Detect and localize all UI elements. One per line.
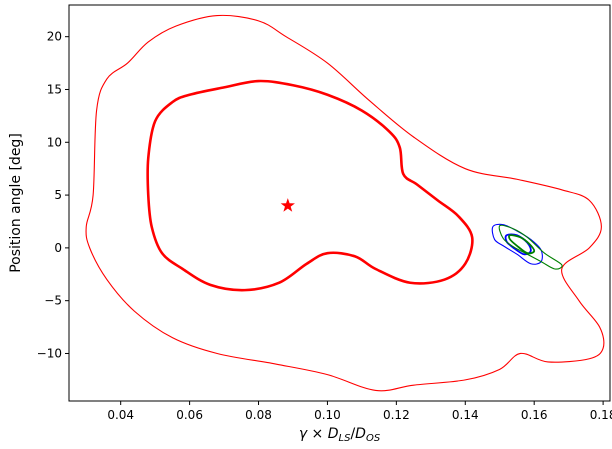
contour-line-0 (85, 14, 605, 392)
y-tick-label: −10 (37, 346, 62, 360)
y-tick-label: −5 (44, 294, 62, 308)
y-tick-label: 15 (47, 82, 62, 96)
x-axis-label: γ × DLS/DOS (299, 426, 381, 444)
axes-frame (68, 4, 611, 402)
y-tick-label: 0 (54, 241, 62, 255)
x-tick-label: 0.18 (590, 408, 612, 422)
contour-line-1 (146, 79, 474, 292)
y-tick-label: 20 (47, 30, 62, 44)
contour-group (85, 14, 605, 392)
y-axis-label: Position angle [deg] (8, 133, 24, 273)
x-tick-label: 0.06 (176, 408, 203, 422)
y-tick-label: 5 (54, 188, 62, 202)
y-axis-ticks: −10 −5 0 5 10 15 20 (37, 30, 69, 360)
x-tick-label: 0.16 (521, 408, 548, 422)
star-marker (280, 198, 295, 212)
y-tick-label: 10 (47, 135, 62, 149)
x-axis-ticks: 0.04 0.06 0.08 0.10 0.12 0.14 0.16 0.18 (107, 401, 612, 422)
x-tick-label: 0.08 (245, 408, 272, 422)
x-tick-label: 0.04 (107, 408, 134, 422)
star-marker-layer (280, 198, 295, 212)
x-tick-label: 0.10 (314, 408, 341, 422)
contour-line-4 (498, 224, 563, 270)
x-tick-label: 0.14 (452, 408, 479, 422)
x-tick-label: 0.12 (383, 408, 410, 422)
contour-line-5 (508, 234, 536, 255)
